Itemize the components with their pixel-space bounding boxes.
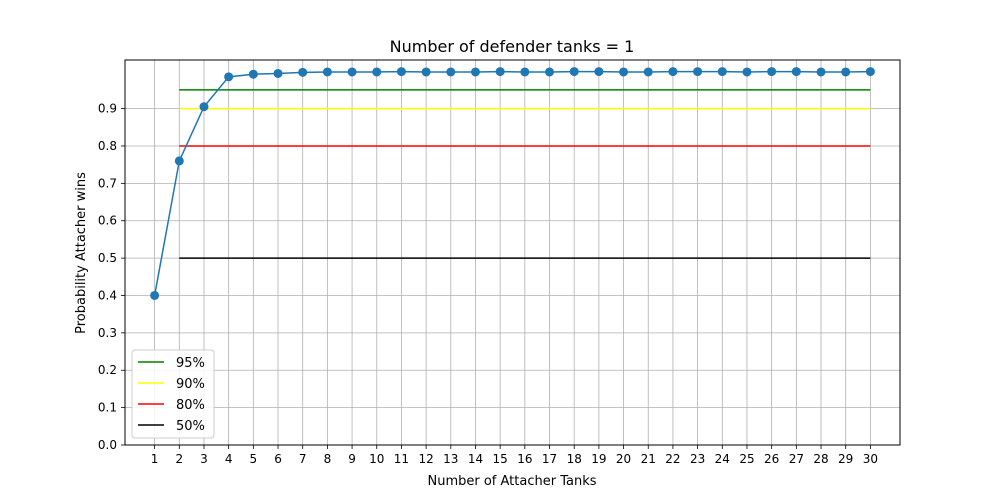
main-series-point <box>569 67 579 77</box>
main-series-point <box>619 67 629 77</box>
main-series-point <box>668 67 678 77</box>
y-tick-label: 0.6 <box>98 214 117 228</box>
x-tick-label: 23 <box>690 452 705 466</box>
x-tick-label: 4 <box>225 452 233 466</box>
main-series-point <box>865 67 875 77</box>
x-tick-label: 2 <box>175 452 183 466</box>
y-tick-label: 0.2 <box>98 363 117 377</box>
x-tick-label: 25 <box>739 452 754 466</box>
x-tick-label: 21 <box>641 452 656 466</box>
y-tick-label: 0.4 <box>98 288 117 302</box>
main-series-point <box>347 67 357 77</box>
main-series-point <box>421 67 431 77</box>
main-series-point <box>273 68 283 78</box>
main-series-point <box>446 67 456 77</box>
main-series-point <box>396 67 406 77</box>
x-tick-label: 26 <box>764 452 779 466</box>
main-series-point <box>298 67 308 77</box>
plot-frame <box>124 59 901 446</box>
x-axis-label: Number of Attacher Tanks <box>428 474 597 489</box>
x-tick-label: 15 <box>493 452 508 466</box>
main-series-point <box>816 67 826 77</box>
y-tick-label: 0.5 <box>98 251 117 265</box>
legend-box <box>131 349 215 439</box>
chart-title: Number of defender tanks = 1 <box>390 37 635 56</box>
y-tick-label: 0.0 <box>98 438 117 452</box>
x-tick-label: 12 <box>418 452 433 466</box>
x-tick-label: 6 <box>274 452 282 466</box>
main-series-point <box>841 67 851 77</box>
x-tick-label: 10 <box>369 452 384 466</box>
main-series-point <box>199 102 209 112</box>
main-series-point <box>742 67 752 77</box>
series-layer <box>150 67 875 300</box>
main-series-point <box>322 67 332 77</box>
main-series-point <box>372 67 382 77</box>
x-tick-label: 22 <box>665 452 680 466</box>
legend-label: 80% <box>176 398 205 413</box>
y-tick-label: 0.8 <box>98 139 117 153</box>
main-series-point <box>594 67 604 77</box>
y-axis-label: Probability Attacher wins <box>74 172 89 334</box>
main-series-point <box>470 67 480 77</box>
x-axis-ticks: 1 2 3 4 5 6 7 8 9 10 11 12 13 14 15 16 17 18 19 20 21 22 23 24 2… <box>151 445 878 466</box>
x-tick-label: 16 <box>517 452 532 466</box>
legend-label: 50% <box>176 419 205 434</box>
y-tick-label: 0.7 <box>98 176 117 190</box>
main-series-point <box>150 290 160 300</box>
x-tick-label: 20 <box>616 452 631 466</box>
y-tick-label: 0.1 <box>98 401 117 415</box>
x-tick-label: 7 <box>299 452 307 466</box>
threshold-layer <box>179 89 871 259</box>
x-tick-label: 9 <box>348 452 356 466</box>
main-series-point <box>791 67 801 77</box>
y-axis-ticks: 0.0 0.1 0.2 0.3 0.4 0.5 0.6 0.7 0.8 0.9 <box>98 102 125 452</box>
x-tick-label: 8 <box>324 452 332 466</box>
x-tick-label: 27 <box>789 452 804 466</box>
main-series-point <box>520 67 530 77</box>
main-series-point <box>643 67 653 77</box>
x-tick-label: 5 <box>250 452 258 466</box>
x-tick-label: 30 <box>863 452 878 466</box>
x-tick-label: 14 <box>468 452 483 466</box>
x-tick-label: 29 <box>838 452 853 466</box>
main-series-point <box>495 67 505 77</box>
main-series-point <box>767 67 777 77</box>
x-tick-label: 1 <box>151 452 159 466</box>
main-series-point <box>693 67 703 77</box>
x-tick-label: 17 <box>542 452 557 466</box>
main-series-point <box>224 72 234 82</box>
legend: 95% 90% 80% 50% <box>131 349 215 439</box>
main-series-point <box>717 67 727 77</box>
main-series-point <box>545 67 555 77</box>
x-tick-label: 11 <box>394 452 409 466</box>
y-tick-label: 0.9 <box>98 102 117 116</box>
y-tick-label: 0.3 <box>98 326 117 340</box>
x-tick-label: 28 <box>813 452 828 466</box>
x-tick-label: 19 <box>591 452 606 466</box>
x-tick-label: 18 <box>567 452 582 466</box>
x-tick-label: 3 <box>200 452 208 466</box>
legend-label: 90% <box>176 377 205 392</box>
legend-label: 95% <box>176 356 205 371</box>
main-series-point <box>174 156 184 166</box>
x-tick-label: 13 <box>443 452 458 466</box>
main-series-point <box>248 69 258 79</box>
x-tick-label: 24 <box>715 452 730 466</box>
